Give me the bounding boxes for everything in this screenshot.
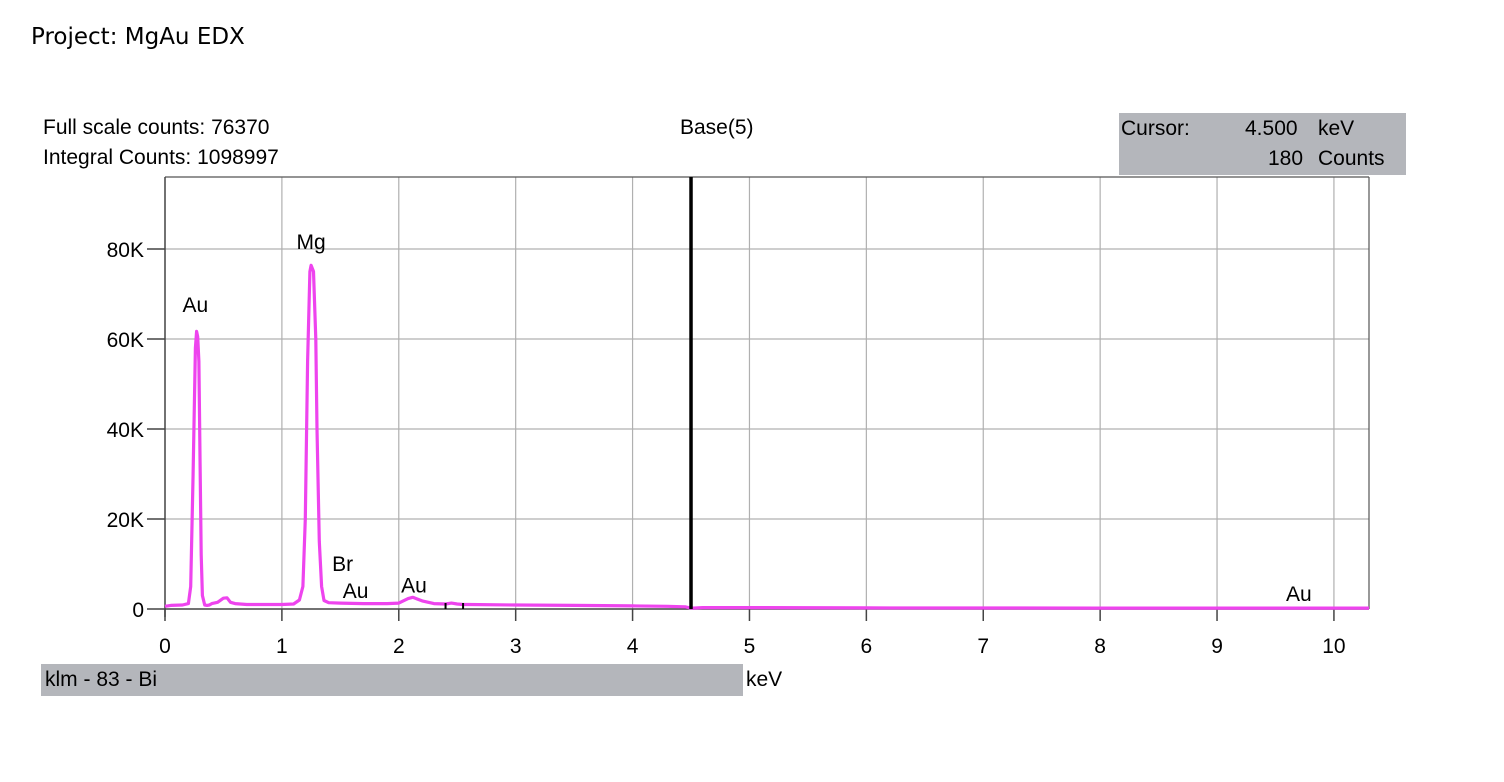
x-tick-label: 7 [977,635,989,658]
cursor-counts-unit: Counts [1318,147,1385,170]
peak-label-br: Br [332,553,353,576]
base-label: Base(5) [680,116,754,139]
grid [165,177,1369,609]
x-tick-label: 2 [393,635,405,658]
x-tick-label: 3 [510,635,522,658]
y-tick-label: 0 [132,599,144,622]
peak-label-au: Au [343,580,369,603]
peak-label-au: Au [401,574,427,597]
status-bar: klm - 83 - Bi [41,664,743,696]
y-tick-label: 40K [107,419,144,442]
peak-label-mg: Mg [297,231,326,254]
x-tick-label: 9 [1211,635,1223,658]
x-tick-label: 8 [1094,635,1106,658]
y-tick-label: 80K [107,239,144,262]
spectrum-line [164,263,1369,610]
peak-label-au: Au [183,294,209,317]
cursor-readout-panel: Cursor: 4.500 keV 180 Counts [1119,113,1406,175]
x-tick-label: 6 [861,635,873,658]
y-tick-label: 60K [107,329,144,352]
x-axis-unit: keV [746,668,783,691]
cursor-label: Cursor: [1121,117,1190,140]
peak-label-au: Au [1286,583,1312,606]
cursor-kev-unit: keV [1318,117,1355,140]
peak-labels: Au Mg Br Au Au Au [183,231,1312,606]
series-layer [164,263,1369,610]
x-tick-label: 4 [627,635,639,658]
y-tick-label: 20K [107,509,144,532]
x-tick-label: 5 [744,635,756,658]
x-tick-label: 1 [276,635,288,658]
cursor-kev-value: 4.500 [1245,117,1298,140]
x-tick-label: 0 [159,635,171,658]
x-tick-label: 10 [1322,635,1345,658]
full-scale-counts: Full scale counts: 76370 [43,116,270,139]
element-marker-status: klm - 83 - Bi [45,668,158,691]
integral-counts: Integral Counts: 1098997 [43,146,279,169]
project-title: Project: MgAu EDX [31,24,245,50]
cursor-counts-value: 180 [1268,147,1304,170]
